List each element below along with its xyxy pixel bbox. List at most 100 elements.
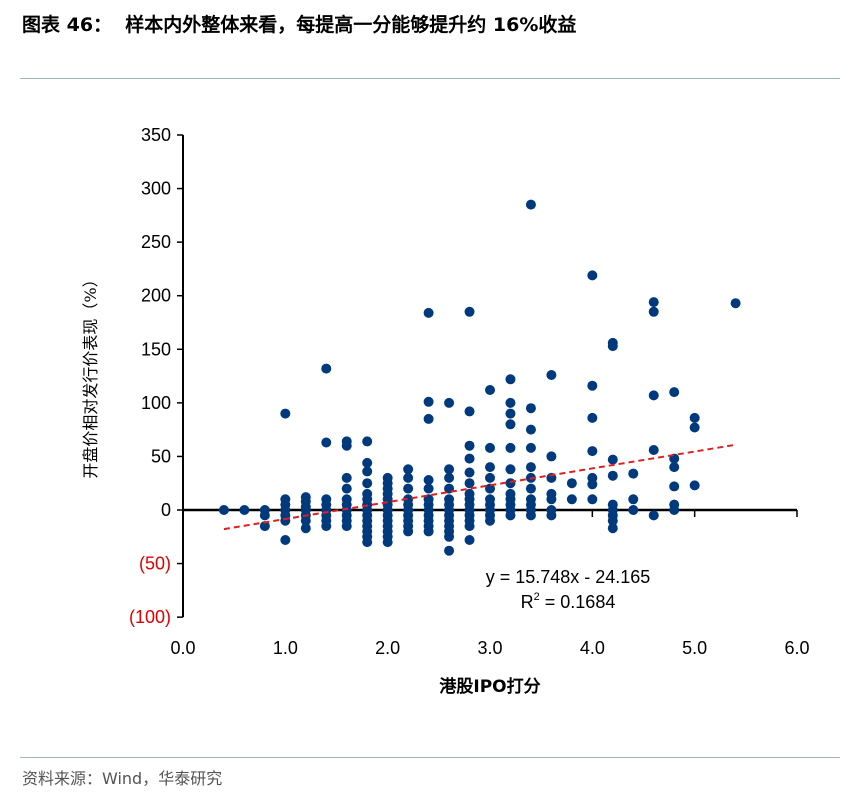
data-point xyxy=(587,412,598,423)
data-point xyxy=(341,472,352,483)
data-point xyxy=(525,462,536,473)
y-tick-label: (100) xyxy=(129,607,171,627)
data-point xyxy=(689,412,700,423)
data-point xyxy=(464,521,475,532)
data-point xyxy=(607,341,618,352)
data-point xyxy=(566,494,577,505)
data-point xyxy=(525,442,536,453)
data-point xyxy=(341,483,352,494)
data-point xyxy=(505,478,516,489)
data-point xyxy=(607,523,618,534)
y-axis-title: 开盘价相对发行价表现（%） xyxy=(81,271,100,478)
data-point xyxy=(464,453,475,464)
source-note: 资料来源：Wind，华泰研究 xyxy=(22,769,223,788)
data-point xyxy=(505,374,516,385)
data-point xyxy=(444,464,455,475)
data-point xyxy=(423,483,434,494)
data-point xyxy=(464,467,475,478)
data-point xyxy=(669,462,680,473)
data-point xyxy=(485,442,495,453)
y-tick-label: 250 xyxy=(141,232,171,252)
data-point xyxy=(341,521,352,532)
data-point xyxy=(587,446,598,457)
data-point xyxy=(280,408,291,419)
x-tick-label: 1.0 xyxy=(273,638,298,658)
data-point xyxy=(525,199,536,210)
data-point xyxy=(341,440,352,451)
data-point xyxy=(648,390,659,401)
data-point xyxy=(280,535,291,545)
y-tick-label: 100 xyxy=(141,393,171,413)
y-tick-label: 200 xyxy=(141,286,171,306)
data-point xyxy=(259,510,270,521)
data-point xyxy=(485,472,495,483)
data-point xyxy=(669,387,680,398)
data-point xyxy=(607,454,618,465)
data-point xyxy=(485,385,495,395)
data-point xyxy=(505,419,516,430)
x-tick-label: 0.0 xyxy=(170,638,195,658)
data-point xyxy=(239,505,250,515)
data-point xyxy=(669,481,680,492)
data-point xyxy=(464,535,475,545)
data-point xyxy=(546,451,557,462)
data-point xyxy=(648,510,659,521)
data-point xyxy=(587,380,598,391)
data-point xyxy=(464,406,475,417)
data-point xyxy=(689,480,700,491)
data-point xyxy=(362,436,373,447)
data-point xyxy=(485,483,495,494)
data-point xyxy=(525,424,536,435)
data-point xyxy=(607,515,618,526)
r2-label: R2 = 0.1684 xyxy=(521,591,616,612)
data-point xyxy=(423,475,434,485)
data-point xyxy=(525,510,536,521)
y-tick-label: 50 xyxy=(151,446,171,466)
data-point xyxy=(423,526,434,537)
data-point xyxy=(423,413,434,424)
data-point xyxy=(669,505,680,515)
y-tick-label: 350 xyxy=(141,125,171,145)
data-point xyxy=(403,526,414,537)
data-point xyxy=(464,306,475,317)
data-point xyxy=(259,521,270,532)
data-point xyxy=(505,464,516,475)
data-point xyxy=(464,440,475,451)
data-point xyxy=(525,403,536,414)
data-point xyxy=(546,370,557,380)
x-tick-label: 5.0 xyxy=(682,638,707,658)
y-tick-label: 0 xyxy=(161,500,171,520)
data-point xyxy=(362,457,373,468)
data-point xyxy=(648,306,659,317)
data-point xyxy=(546,494,557,505)
data-point xyxy=(566,478,577,489)
data-point xyxy=(525,483,536,494)
y-tick-label: (50) xyxy=(139,554,171,574)
data-point xyxy=(362,537,373,548)
data-point xyxy=(587,270,598,281)
data-point xyxy=(300,515,311,526)
data-point xyxy=(485,515,495,526)
data-point xyxy=(382,537,393,548)
data-point xyxy=(444,545,455,556)
data-point xyxy=(321,363,332,374)
x-tick-label: 2.0 xyxy=(375,638,400,658)
data-point xyxy=(505,408,516,419)
data-point xyxy=(485,462,495,473)
data-point xyxy=(607,470,618,481)
top-divider xyxy=(20,78,840,79)
data-point xyxy=(423,396,434,407)
x-axis-title: 港股IPO打分 xyxy=(439,676,540,697)
data-point xyxy=(321,521,332,532)
data-point xyxy=(300,523,311,534)
data-point xyxy=(505,510,516,521)
data-point xyxy=(648,445,659,455)
trendline xyxy=(223,443,736,531)
data-point xyxy=(444,472,455,483)
data-point xyxy=(628,468,639,479)
data-point xyxy=(403,472,414,483)
data-point xyxy=(730,298,741,309)
data-point xyxy=(362,466,373,477)
